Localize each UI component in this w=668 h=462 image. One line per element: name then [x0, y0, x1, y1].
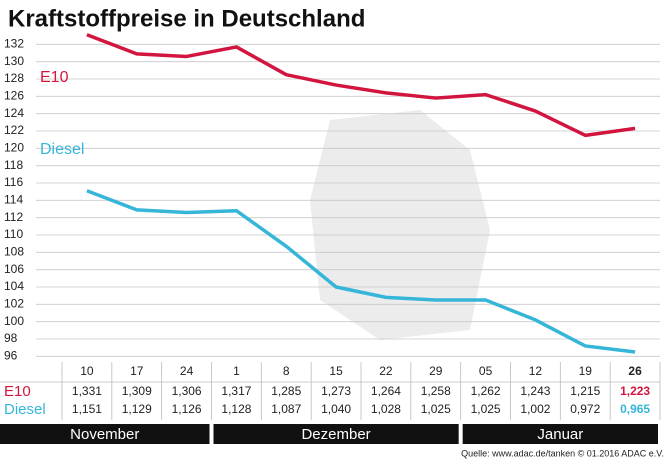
x-tick-label: 15 [329, 364, 343, 378]
x-tick-label: 05 [479, 364, 493, 378]
x-tick-label: 1 [233, 364, 240, 378]
y-tick-label: 116 [4, 175, 23, 189]
value-label: 1,317 [221, 384, 251, 398]
y-tick-label: 120 [4, 141, 24, 155]
value-label: 1,331 [72, 384, 102, 398]
chart-title: Kraftstoffpreise in Deutschland [8, 5, 365, 32]
y-tick-label: 114 [4, 193, 23, 207]
series-line [86, 189, 636, 354]
y-tick-label: 106 [4, 262, 24, 276]
value-label: 1,273 [321, 384, 351, 398]
y-tick-label: 126 [4, 89, 24, 103]
x-tick-label: 24 [180, 364, 194, 378]
y-tick-label: 128 [4, 71, 24, 85]
y-tick-label: 122 [4, 123, 24, 137]
legend-label: Diesel [4, 401, 46, 418]
x-tick-label: 22 [379, 364, 393, 378]
value-label: 1,126 [172, 402, 202, 416]
value-label: 0,972 [570, 402, 600, 416]
value-label: 1,151 [72, 402, 102, 416]
value-label: 1,264 [371, 384, 401, 398]
value-label: 1,025 [421, 402, 451, 416]
series-label: Diesel [40, 141, 84, 158]
x-tick-label: 10 [80, 364, 94, 378]
y-tick-label: 108 [4, 245, 24, 259]
x-tick-label: 19 [579, 364, 593, 378]
y-tick-label: 112 [4, 210, 23, 224]
source: Quelle: www.adac.de/tanken © 01.2016 ADA… [461, 448, 664, 458]
y-tick-label: 130 [4, 54, 24, 68]
value-label: 1,025 [471, 402, 501, 416]
value-label: 1,128 [221, 402, 251, 416]
x-tick-label: 26 [628, 364, 642, 378]
value-label: 1,258 [421, 384, 451, 398]
month-bar [462, 424, 658, 444]
month-label: Januar [537, 426, 583, 443]
x-tick-label: 12 [529, 364, 543, 378]
y-tick-label: 104 [4, 279, 24, 293]
month-bar [0, 424, 210, 444]
value-label: 1,215 [570, 384, 600, 398]
value-label: 1,040 [321, 402, 351, 416]
month-bar [213, 424, 459, 444]
value-label: 1,309 [122, 384, 152, 398]
y-tick-label: 98 [4, 331, 18, 345]
month-label: Dezember [301, 426, 370, 443]
x-tick-label: 29 [429, 364, 443, 378]
value-label: 1,129 [122, 402, 152, 416]
y-tick-label: 110 [4, 227, 23, 241]
series-label: E10 [40, 69, 69, 86]
month-label: November [70, 426, 139, 443]
map-shape [310, 110, 490, 340]
value-label: 1,262 [471, 384, 501, 398]
value-label: 1,028 [371, 402, 401, 416]
y-tick-label: 132 [4, 37, 24, 51]
value-label: 1,306 [172, 384, 202, 398]
value-label: 1,285 [271, 384, 301, 398]
y-tick-label: 124 [4, 106, 24, 120]
value-label: 1,087 [271, 402, 301, 416]
value-label: 1,223 [620, 384, 650, 398]
y-tick-label: 102 [4, 297, 24, 311]
y-tick-label: 100 [4, 314, 24, 328]
value-label: 1,243 [520, 384, 550, 398]
y-tick-label: 96 [4, 349, 18, 363]
value-label: 0,965 [620, 402, 650, 416]
x-tick-label: 8 [283, 364, 290, 378]
legend-label: E10 [4, 383, 31, 400]
x-tick-label: 17 [130, 364, 144, 378]
series-line [86, 33, 636, 138]
y-tick-label: 118 [4, 158, 23, 172]
value-label: 1,002 [520, 402, 550, 416]
